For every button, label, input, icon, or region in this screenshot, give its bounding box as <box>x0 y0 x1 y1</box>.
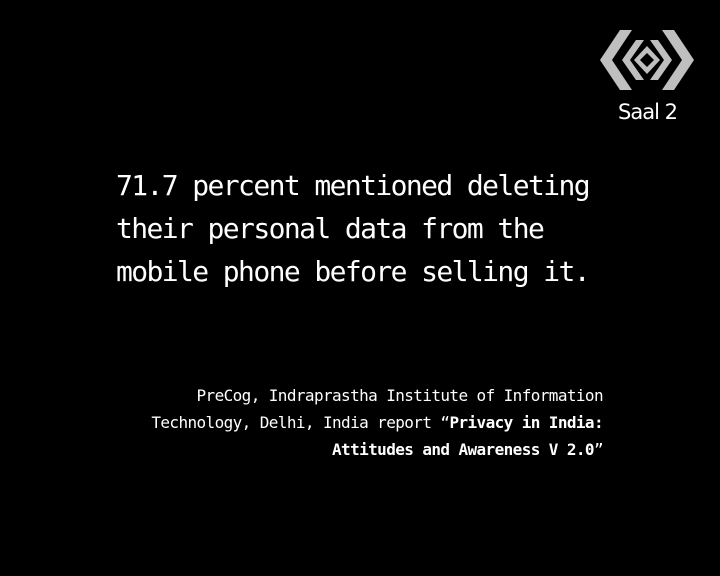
citation-line: PreCog, Indraprastha Institute of Inform… <box>196 386 604 405</box>
citation-text: ” <box>593 440 604 459</box>
citation-text: Technology, Delhi, India report “ <box>151 413 450 432</box>
citation-line: Attitudes and Awareness V 2.0” <box>133 436 604 463</box>
headline-line: 71.7 percent mentioned deleting <box>116 169 591 202</box>
saal-2-logo-icon <box>598 26 696 96</box>
report-title: Attitudes and Awareness V 2.0 <box>332 440 595 459</box>
headline-line: their personal data from the <box>116 212 545 245</box>
channel-label: Saal 2 <box>618 100 678 124</box>
report-title: Privacy in India: <box>449 413 603 432</box>
source-citation: PreCog, Indraprastha Institute of Inform… <box>133 382 603 463</box>
headline: 71.7 percent mentioned deleting their pe… <box>116 164 656 293</box>
citation-line: Technology, Delhi, India report “Privacy… <box>133 409 603 436</box>
headline-line: mobile phone before selling it. <box>116 255 591 288</box>
